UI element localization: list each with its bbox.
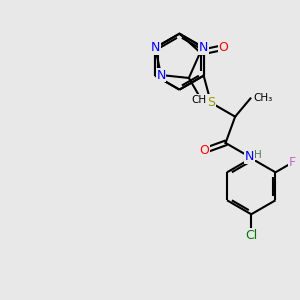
Text: N: N: [151, 41, 160, 54]
Text: CH₃: CH₃: [192, 95, 211, 105]
Text: O: O: [219, 41, 228, 54]
Text: Cl: Cl: [245, 229, 257, 242]
Text: N: N: [156, 68, 166, 82]
Text: H: H: [254, 150, 262, 160]
Text: CH₃: CH₃: [254, 93, 273, 103]
Text: N: N: [199, 41, 208, 54]
Text: S: S: [207, 96, 215, 109]
Text: F: F: [289, 156, 296, 169]
Text: O: O: [200, 144, 209, 157]
Text: N: N: [245, 150, 254, 164]
